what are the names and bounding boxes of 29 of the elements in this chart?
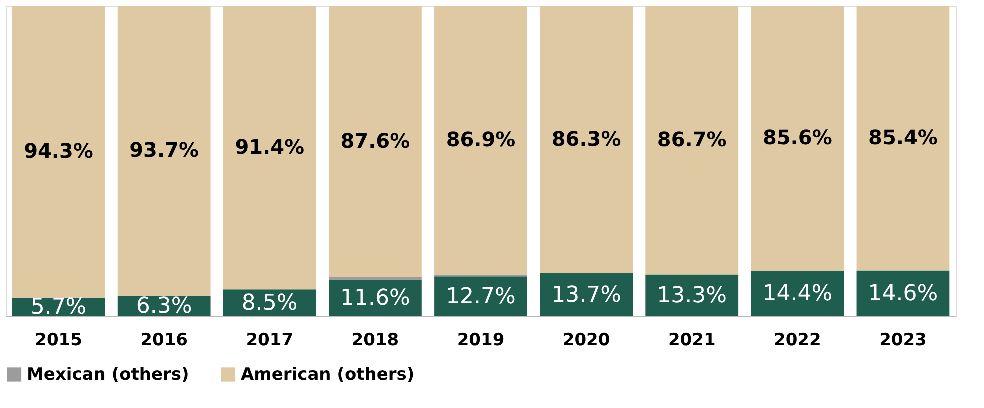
data-label: 12.7% (446, 284, 516, 310)
data-label: 85.4% (868, 125, 938, 150)
data-label: 87.6% (340, 128, 410, 153)
data-label: 91.4% (235, 134, 305, 159)
data-label: 8.5% (242, 290, 298, 316)
data-label: 13.3% (657, 283, 728, 308)
data-label: 6.3% (136, 294, 192, 320)
data-label: 5.7% (30, 295, 87, 320)
data-label: 86.9% (446, 128, 516, 152)
x-tick-label: 2016 (140, 330, 188, 350)
data-label: 13.7% (552, 282, 622, 308)
data-label: 14.4% (762, 282, 833, 307)
x-tick-label: 2021 (668, 330, 716, 350)
data-label: 14.6% (868, 281, 938, 306)
data-label: 85.6% (762, 126, 832, 150)
data-label: 86.7% (657, 127, 727, 152)
x-tick-label: 2017 (246, 330, 294, 350)
x-tick-label: 2020 (562, 330, 610, 350)
x-tick-label: 2019 (457, 330, 505, 350)
x-tick-label: 2023 (880, 330, 927, 350)
data-label: 94.3% (24, 139, 94, 164)
data-label: 11.6% (340, 286, 410, 312)
data-label: 86.3% (552, 126, 622, 151)
legend-label: American (others) (241, 364, 415, 385)
data-label: 93.7% (130, 138, 200, 162)
x-tick-label: 2018 (352, 330, 400, 350)
legend-label: Mexican (others) (27, 364, 190, 385)
x-tick-label: 2015 (35, 330, 82, 350)
x-tick-label: 2022 (774, 330, 822, 350)
